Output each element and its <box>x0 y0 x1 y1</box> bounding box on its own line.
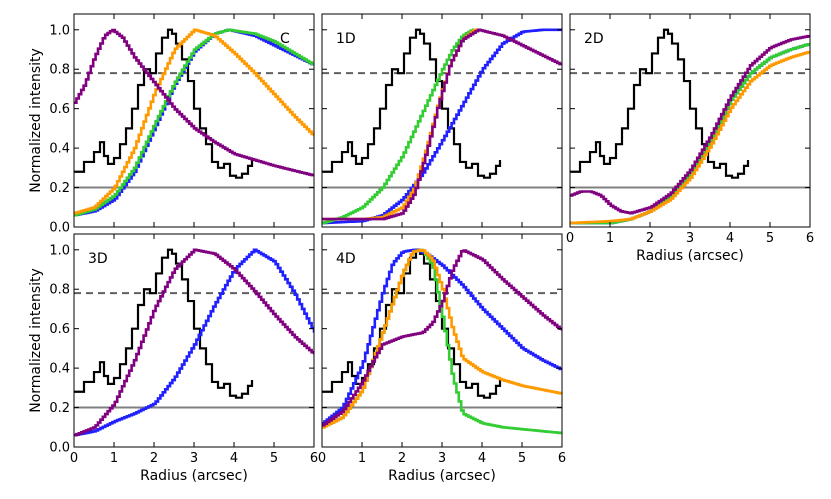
series-purple <box>74 248 314 437</box>
y-tick-label: 0.2 <box>49 401 70 416</box>
observed-profile-line <box>322 28 502 179</box>
series-orange <box>570 50 810 225</box>
x-tick-label: 4 <box>478 451 486 466</box>
series-green <box>74 28 314 217</box>
y-tick-label: 0.8 <box>49 283 70 298</box>
y-tick-label: 0.8 <box>49 63 70 78</box>
panel-label: 1D <box>336 31 356 47</box>
panel-3d: 0.0 0.2 0.4 0.6 0.8 1.0 0 1 2 3 4 5 6 3D Radius (arcse… <box>28 233 318 484</box>
y-tick-label: 0.6 <box>49 322 70 337</box>
observed-profile-line <box>570 28 750 179</box>
x-tick-label: 5 <box>766 231 774 246</box>
x-tick-label: 0 <box>70 451 78 466</box>
y-tick-label: 0.4 <box>49 362 70 377</box>
plot-area <box>74 248 314 437</box>
panel-label: C <box>280 31 290 47</box>
y-tick-label: 0.4 <box>49 142 70 157</box>
x-tick-label: 3 <box>438 451 446 466</box>
series-orange <box>74 28 314 215</box>
panel-label: 3D <box>88 251 108 267</box>
observed-profile-line <box>74 248 254 399</box>
series-orange <box>322 248 562 429</box>
y-tick-label: 0.0 <box>49 441 70 456</box>
y-axis-label: Normalized intensity <box>28 268 44 413</box>
panel-label: 4D <box>336 251 356 267</box>
x-tick-label: 4 <box>726 231 734 246</box>
x-tick-label: 1 <box>358 451 366 466</box>
series-green <box>570 42 810 225</box>
observed-profile-line <box>322 248 502 399</box>
x-tick-label: 2 <box>646 231 654 246</box>
series-blue <box>322 28 562 225</box>
x-tick-label: 6 <box>310 451 318 466</box>
plot-area <box>570 28 810 225</box>
y-tick-label: 0.2 <box>49 181 70 196</box>
y-tick-label: 0.6 <box>49 102 70 117</box>
y-axis-label: Normalized intensity <box>28 48 44 193</box>
observed-profile-line <box>74 28 254 179</box>
series-purple <box>322 28 562 221</box>
series-green <box>322 248 562 435</box>
plot-area <box>322 248 562 435</box>
series-orange <box>322 28 481 221</box>
x-tick-label: 4 <box>230 451 238 466</box>
series-blue <box>570 42 810 225</box>
x-tick-label: 5 <box>270 451 278 466</box>
plot-area <box>322 28 562 225</box>
series-purple <box>322 249 562 427</box>
y-tick-label: 1.0 <box>49 243 70 258</box>
y-tick-label: 0.0 <box>49 221 70 236</box>
series-blue <box>74 248 314 437</box>
x-tick-label: 6 <box>806 231 814 246</box>
panel-2d: 0 1 2 3 4 5 6 2D Radius (arcsec) <box>566 13 814 264</box>
x-tick-label: 3 <box>190 451 198 466</box>
series-blue <box>322 248 562 425</box>
panel-4d: 0 1 2 3 4 5 6 4D Radius (arcsec) <box>318 233 566 484</box>
series-purple <box>570 34 810 215</box>
y-tick-label: 1.0 <box>49 23 70 38</box>
x-tick-label: 5 <box>518 451 526 466</box>
x-tick-label: 0 <box>566 231 574 246</box>
series-purple <box>74 28 314 177</box>
x-axis-label: Radius (arcsec) <box>140 468 248 484</box>
panel-label: 2D <box>584 31 604 47</box>
x-tick-label: 1 <box>110 451 118 466</box>
panel-1d: 1D <box>321 13 563 228</box>
x-tick-label: 3 <box>686 231 694 246</box>
x-tick-label: 6 <box>558 451 566 466</box>
x-tick-label: 2 <box>398 451 406 466</box>
x-axis-label: Radius (arcsec) <box>388 468 496 484</box>
plot-area <box>74 28 314 217</box>
panel-c: 0.0 0.2 0.4 0.6 0.8 1.0 C Normalized intensity <box>28 13 315 236</box>
x-axis-label: Radius (arcsec) <box>636 248 744 264</box>
series-green <box>322 28 481 225</box>
x-tick-label: 1 <box>606 231 614 246</box>
x-tick-label: 0 <box>318 451 326 466</box>
x-tick-label: 2 <box>150 451 158 466</box>
